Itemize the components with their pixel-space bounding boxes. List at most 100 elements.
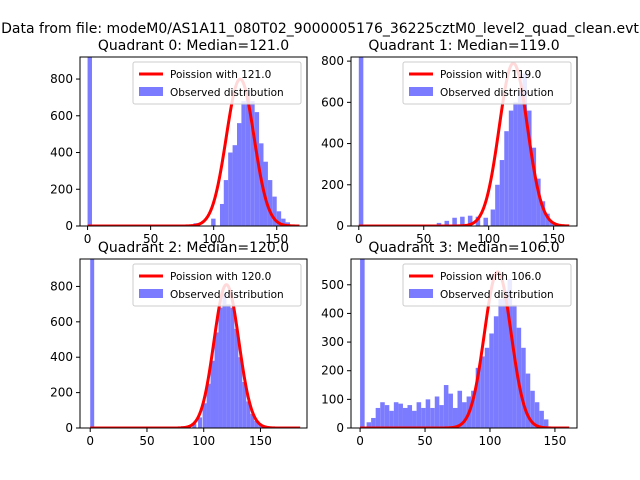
axes-frame — [350, 56, 578, 227]
x-tick-label: 0 — [356, 434, 364, 448]
plot-area — [89, 259, 302, 428]
hist-bar — [504, 131, 509, 226]
x-tick-label: 150 — [265, 232, 288, 246]
hist-bar — [526, 110, 532, 226]
hist-bar — [237, 123, 242, 226]
legend-hist-label: Observed distribution — [170, 87, 284, 99]
legend-poisson-label: Poission with 106.0 — [440, 271, 541, 283]
hist-bar — [471, 390, 476, 428]
legend-hist-swatch — [139, 289, 163, 298]
legend-hist-label: Observed distribution — [440, 289, 554, 301]
hist-bar — [398, 403, 403, 428]
legend-poisson-label: Poission with 121.0 — [170, 69, 271, 81]
poisson-curve — [89, 283, 302, 428]
hist-bar — [517, 89, 523, 226]
hist-bar — [234, 328, 239, 428]
x-tick-label: 150 — [543, 434, 566, 448]
hist-bar — [467, 215, 473, 226]
hist-bar — [202, 403, 207, 428]
hist-bar — [214, 332, 219, 428]
hist-bar — [430, 407, 435, 428]
legend-hist-swatch — [139, 87, 163, 96]
hist-bar — [210, 360, 215, 428]
hist-bar — [250, 101, 255, 226]
x-tick-label: 150 — [542, 232, 565, 246]
hist-bar — [530, 390, 535, 428]
hist-bar — [192, 423, 197, 428]
legend-hist-label: Observed distribution — [440, 87, 554, 99]
hist-bar — [228, 152, 233, 226]
hist-bar — [246, 401, 251, 428]
hist-bar — [490, 209, 496, 226]
hist-bar — [549, 221, 555, 226]
hist-bar — [272, 196, 277, 226]
hist-bar — [254, 420, 259, 428]
hist-bar-zero — [358, 57, 364, 226]
hist-bar — [475, 367, 481, 428]
y-tick-label: 400 — [321, 137, 344, 151]
hist-bar — [540, 201, 546, 226]
y-tick-label: 0 — [65, 219, 73, 233]
hist-bar — [211, 218, 216, 226]
hist-bar — [245, 90, 251, 226]
hist-bar — [525, 373, 531, 428]
x-tick-label: 100 — [202, 232, 225, 246]
hist-bar-zero — [360, 259, 365, 428]
hist-bar — [462, 402, 467, 428]
hist-bar — [402, 407, 408, 428]
hist-bar — [452, 217, 457, 226]
x-tick-label: 0 — [86, 434, 94, 448]
hist-bar — [522, 73, 527, 226]
y-tick-label: 800 — [321, 54, 344, 68]
y-tick-label: 400 — [50, 350, 73, 364]
hist-bar — [226, 304, 231, 428]
hist-bar — [460, 216, 465, 226]
hist-bar — [475, 216, 481, 226]
axes-frame — [79, 56, 308, 227]
plot-area — [357, 57, 571, 226]
axes-frame — [79, 258, 308, 429]
hist-bar — [219, 203, 225, 226]
hist-bar-zero — [90, 259, 95, 428]
hist-bar — [241, 101, 246, 226]
panel-title: Quadrant 2: Median=120.0 — [98, 240, 289, 256]
hist-bar — [480, 356, 485, 428]
y-tick-label: 500 — [321, 278, 344, 292]
hist-bar — [218, 307, 223, 428]
legend-hist-swatch — [409, 289, 433, 298]
hist-bar — [444, 220, 450, 226]
hist-bar — [443, 385, 449, 428]
hist-bar — [393, 402, 399, 428]
hist-bar — [521, 347, 526, 428]
hist-bar — [499, 160, 505, 226]
x-tick-label: 50 — [139, 434, 154, 448]
hist-bar — [232, 145, 238, 226]
hist-bar — [531, 147, 537, 226]
y-tick-label: 200 — [50, 182, 73, 196]
legend-poisson-label: Poission with 119.0 — [440, 69, 541, 81]
legend-hist-swatch — [409, 87, 433, 96]
x-tick-label: 50 — [143, 232, 158, 246]
y-tick-label: 200 — [321, 178, 344, 192]
hist-bar — [281, 218, 286, 226]
hist-bar — [545, 213, 550, 226]
hist-bar — [380, 402, 385, 428]
hist-bar — [238, 357, 243, 428]
panel-quadrant-3: 0 50 100 150 0 100 200 300 400 500 Quadrant 3: Med… — [321, 240, 578, 448]
hist-bar — [452, 407, 458, 428]
y-tick-label: 600 — [50, 315, 73, 329]
hist-bar — [407, 405, 413, 428]
y-tick-label: 300 — [321, 335, 344, 349]
hist-bar-zero — [87, 57, 92, 226]
hist-bar — [489, 333, 494, 428]
panel-quadrant-2: 0 50 100 150 0 200 400 600 800 Quadrant 2: Median… — [50, 240, 308, 448]
y-tick-label: 0 — [336, 219, 344, 233]
hist-bar — [366, 422, 372, 428]
hist-bar — [507, 279, 513, 428]
y-tick-label: 400 — [50, 146, 73, 160]
hist-bar — [276, 211, 282, 226]
hist-bar — [254, 112, 260, 226]
panel-title: Quadrant 0: Median=121.0 — [98, 38, 289, 54]
panel-quadrant-1: 0 50 100 150 0 200 400 600 800 Quadrant 1: Median… — [321, 38, 578, 246]
